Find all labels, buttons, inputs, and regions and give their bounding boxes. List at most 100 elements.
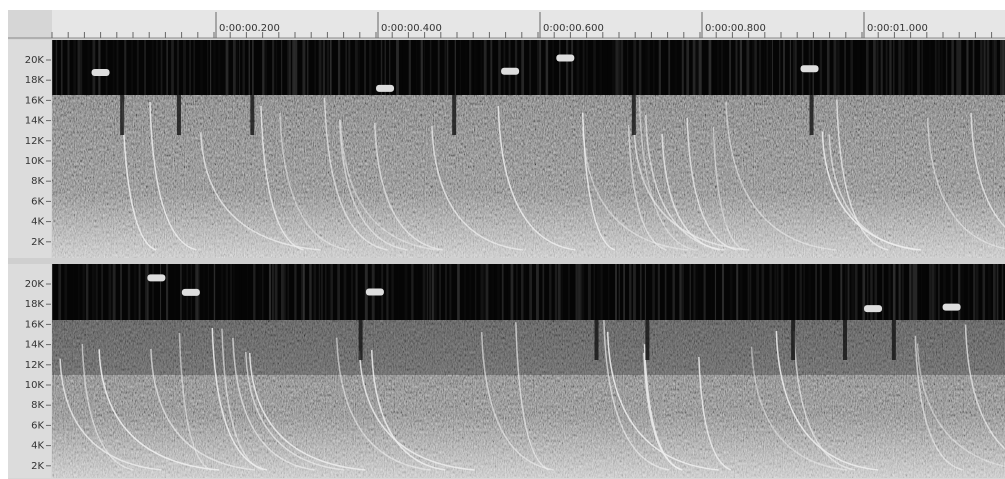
streak: [752, 40, 755, 95]
streak: [460, 40, 461, 95]
streak: [230, 264, 232, 320]
streak: [857, 40, 860, 95]
streak: [721, 40, 723, 95]
freq-ruler: [8, 264, 51, 478]
streak: [218, 40, 220, 95]
streak: [934, 264, 936, 320]
streak: [583, 264, 584, 320]
freq-label: 18K: [25, 75, 45, 86]
streak: [926, 264, 928, 320]
streak: [645, 264, 646, 320]
streak: [889, 40, 891, 95]
streak: [886, 40, 888, 95]
dropout: [892, 320, 896, 360]
streak: [893, 40, 895, 95]
streak: [314, 40, 316, 95]
streak: [546, 40, 548, 95]
streak: [92, 264, 95, 320]
streak: [529, 40, 531, 95]
streak: [899, 264, 901, 320]
streak: [748, 264, 750, 320]
freq-ruler: [8, 40, 51, 258]
streak: [275, 264, 278, 320]
time-label: 0:00:00.800: [705, 23, 766, 34]
streak: [850, 40, 853, 95]
streak: [73, 40, 76, 95]
streak: [166, 40, 167, 95]
streak: [338, 40, 340, 95]
streak: [272, 264, 274, 320]
streak: [145, 264, 147, 320]
streak: [490, 40, 492, 95]
streak: [330, 40, 332, 95]
streak: [61, 40, 63, 95]
streak: [432, 264, 434, 320]
freq-label: 8K: [31, 400, 44, 411]
streak: [662, 40, 665, 95]
streak: [402, 40, 405, 95]
streak: [58, 264, 61, 320]
streak: [239, 40, 240, 95]
spectrogram-window: 0:00:00.2000:00:00.4000:00:00.6000:00:00…: [0, 0, 1005, 479]
streak: [429, 264, 431, 320]
streak: [740, 264, 743, 320]
streak: [597, 264, 600, 320]
streak: [612, 40, 615, 95]
streak: [189, 40, 191, 95]
streak: [968, 264, 970, 320]
streak: [106, 40, 108, 95]
streak: [438, 40, 440, 95]
streak: [139, 264, 141, 320]
streak: [593, 40, 596, 95]
streak: [583, 40, 585, 95]
streak: [177, 40, 179, 95]
streak: [239, 264, 241, 320]
freq-label: 14K: [25, 116, 45, 127]
streak: [783, 40, 785, 95]
dropout: [250, 95, 254, 135]
streak: [997, 264, 999, 320]
streak: [793, 40, 795, 95]
streak: [973, 264, 975, 320]
streak: [419, 40, 420, 95]
streak: [929, 40, 931, 95]
streak: [259, 264, 262, 320]
streak: [820, 40, 822, 95]
streak: [795, 264, 797, 320]
streak: [970, 40, 973, 95]
streak: [600, 264, 602, 320]
streak: [64, 264, 67, 320]
streak: [682, 264, 684, 320]
streak: [542, 264, 544, 320]
dropout: [359, 320, 363, 360]
streak: [709, 40, 712, 95]
streak: [983, 264, 986, 320]
freq-label: 12K: [25, 360, 45, 371]
streak: [137, 40, 139, 95]
streak: [491, 264, 494, 320]
streak: [233, 264, 234, 320]
streak: [829, 264, 832, 320]
streak: [980, 40, 982, 95]
streak: [640, 264, 642, 320]
streak: [902, 40, 904, 95]
streak: [351, 264, 353, 320]
streak: [272, 40, 274, 95]
streak: [984, 40, 986, 95]
streak: [328, 264, 330, 320]
freq-label: 18K: [25, 299, 45, 310]
streak: [288, 264, 289, 320]
dropout: [452, 95, 456, 135]
streak: [723, 40, 724, 95]
streak: [764, 40, 765, 95]
streak: [364, 40, 366, 95]
streak: [86, 264, 88, 320]
streak: [690, 264, 691, 320]
streak: [917, 40, 920, 95]
streak: [1000, 40, 1002, 95]
streak: [941, 40, 942, 95]
streak: [549, 264, 551, 320]
streak: [455, 40, 456, 95]
streak: [635, 264, 637, 320]
spectrogram-fade: [52, 320, 1005, 478]
